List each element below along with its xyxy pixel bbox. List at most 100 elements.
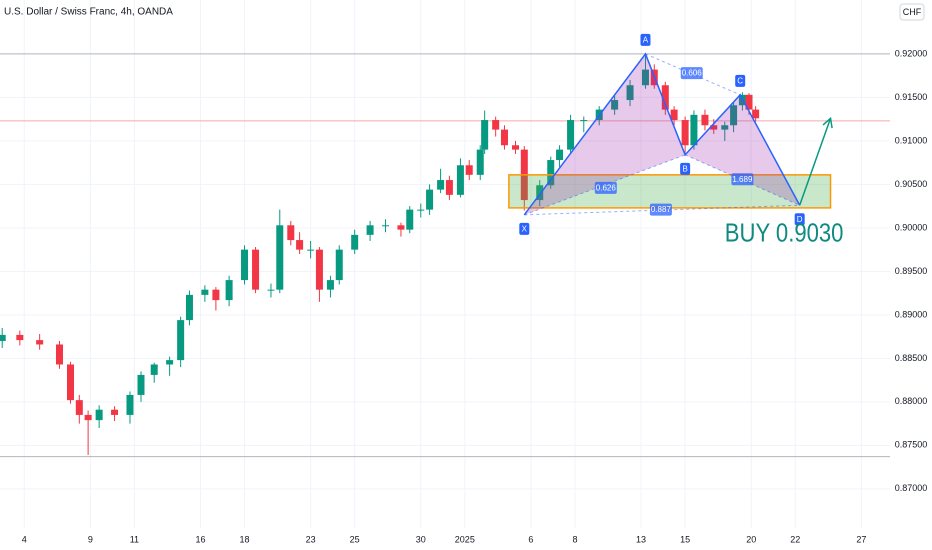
candle-body xyxy=(536,185,544,201)
candle-body xyxy=(307,249,315,251)
candle-body xyxy=(417,209,425,211)
buy-zone xyxy=(508,174,832,209)
pattern-point-box xyxy=(794,213,805,226)
x-tick-label: 9 xyxy=(88,534,93,544)
pattern-point-label: B xyxy=(682,164,687,173)
candle-body xyxy=(730,105,738,126)
candle-body xyxy=(335,249,343,281)
x-tick-label: 8 xyxy=(572,534,577,544)
y-tick-label: 0.87500 xyxy=(895,440,928,450)
ratio-box xyxy=(594,181,617,194)
candle-body xyxy=(55,344,63,365)
candle-body xyxy=(166,360,174,365)
candle-body xyxy=(456,165,464,195)
candle-body xyxy=(75,400,83,415)
pattern-line xyxy=(523,52,801,216)
y-tick-label: 0.89500 xyxy=(895,266,928,276)
candle-body xyxy=(0,334,6,341)
candle-body xyxy=(177,320,185,361)
pattern-fill xyxy=(524,53,686,215)
candle-body xyxy=(36,340,44,345)
ratio-box xyxy=(731,173,754,186)
pattern-ratio-line xyxy=(524,204,800,216)
annotation: BUY 0.9030 xyxy=(725,219,844,248)
x-tick-label: 25 xyxy=(350,534,360,544)
candle-body xyxy=(626,85,634,101)
x-tick-label: 4 xyxy=(22,534,27,544)
candle-body xyxy=(315,249,323,290)
ratio-label: 0.606 xyxy=(682,69,703,78)
y-tick-label: 0.89000 xyxy=(895,309,928,319)
x-tick-label: 16 xyxy=(195,534,205,544)
arrow-head xyxy=(822,116,833,129)
ratio-label: 0.887 xyxy=(651,205,672,214)
candle-body xyxy=(382,225,390,227)
y-tick-label: 0.87000 xyxy=(895,483,928,493)
candle-body xyxy=(241,249,249,281)
candle-body xyxy=(511,145,519,150)
x-tick-label: 18 xyxy=(240,534,250,544)
candle-body xyxy=(556,149,564,161)
candle-body xyxy=(641,69,649,86)
candle-body xyxy=(752,109,760,119)
candle-body xyxy=(580,120,588,122)
candle-body xyxy=(547,160,555,186)
candle-body xyxy=(426,189,434,210)
y-tick-label: 0.90000 xyxy=(895,222,928,232)
pattern-ratio-line xyxy=(645,53,741,96)
candle-body xyxy=(710,125,718,130)
candle-body xyxy=(397,225,405,230)
y-tick-label: 0.91000 xyxy=(895,135,928,145)
time-axis xyxy=(0,528,890,550)
candle-body xyxy=(276,225,284,290)
candle-body xyxy=(66,364,74,401)
candle-body xyxy=(252,249,260,290)
x-tick-label: 27 xyxy=(856,534,866,544)
candle-body xyxy=(225,280,233,301)
y-tick-label: 0.91500 xyxy=(895,92,928,102)
price-axis xyxy=(890,0,932,550)
pattern-point-box xyxy=(519,222,530,235)
candle-body xyxy=(126,394,134,415)
ratio-box xyxy=(680,67,703,80)
candle-body xyxy=(681,120,689,146)
candle-body xyxy=(287,225,295,241)
candle-body xyxy=(296,240,304,250)
candle-body xyxy=(212,289,220,301)
currency-box xyxy=(899,3,925,21)
candle-body xyxy=(95,409,103,421)
candle-body xyxy=(111,409,119,415)
candle-body xyxy=(201,289,209,295)
ratio-label: 0.626 xyxy=(596,183,617,192)
pattern-point-label: X xyxy=(522,224,528,233)
candle-body xyxy=(721,125,729,130)
x-tick-label: 15 xyxy=(680,534,690,544)
candle-body xyxy=(185,294,193,321)
candle-body xyxy=(351,234,359,250)
x-tick-label: 23 xyxy=(306,534,316,544)
y-tick-label: 0.88000 xyxy=(895,396,928,406)
candle-body xyxy=(745,94,753,110)
x-tick-label: 30 xyxy=(416,534,426,544)
x-tick-label: 20 xyxy=(746,534,756,544)
x-tick-label: 2025 xyxy=(455,534,475,544)
pattern-point-box xyxy=(640,33,651,46)
candle-body xyxy=(500,129,508,146)
candle-body xyxy=(326,280,334,290)
candle-body xyxy=(437,180,445,190)
pattern-point-label: C xyxy=(737,76,743,85)
candle-body xyxy=(701,114,709,126)
y-tick-label: 0.88500 xyxy=(895,353,928,363)
pattern-point-label: A xyxy=(643,36,649,45)
currency-label: CHF xyxy=(903,7,922,17)
pattern-point-label: D xyxy=(797,215,803,224)
x-tick-label: 13 xyxy=(636,534,646,544)
candle-body xyxy=(567,120,575,150)
chart-title: U.S. Dollar / Swiss Franc, 4h, OANDA xyxy=(4,7,173,18)
candle-body xyxy=(690,114,698,146)
candle-body xyxy=(670,109,678,121)
pattern-fill xyxy=(685,94,800,206)
y-tick-label: 0.92000 xyxy=(895,48,928,58)
